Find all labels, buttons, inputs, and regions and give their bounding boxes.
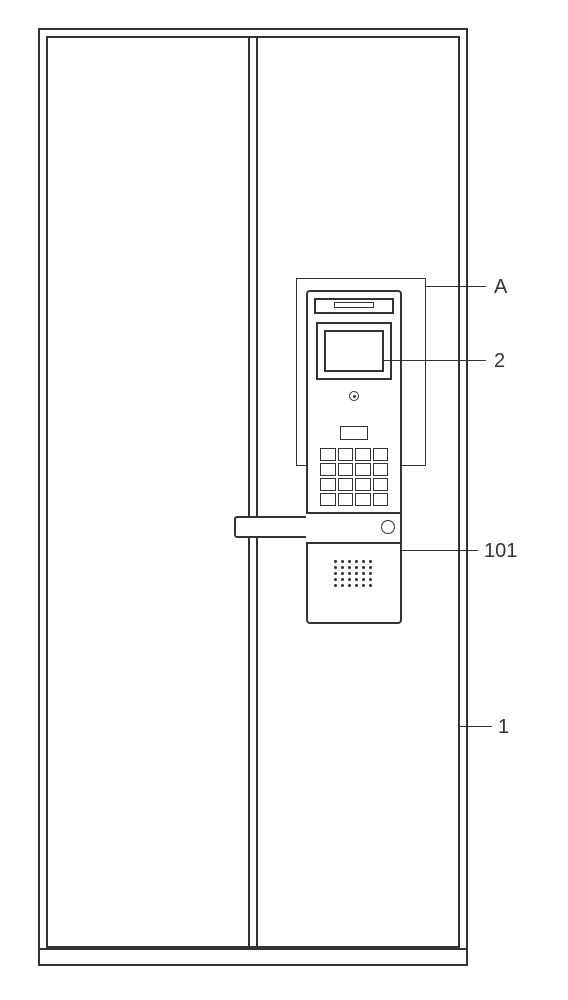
speaker-dot <box>362 566 365 569</box>
lock-display <box>340 426 368 440</box>
key <box>338 478 354 491</box>
lock-top-slot-inner <box>334 302 374 308</box>
speaker-dot <box>369 572 372 575</box>
label-1: 1 <box>498 716 509 739</box>
speaker-dot <box>341 578 344 581</box>
key <box>338 448 354 461</box>
key <box>338 463 354 476</box>
lock-screw-top-dot <box>353 395 356 398</box>
speaker-dot <box>341 584 344 587</box>
key <box>320 463 336 476</box>
speaker-dot <box>369 578 372 581</box>
speaker-dot <box>348 566 351 569</box>
lead-line-2 <box>384 360 486 361</box>
lead-line-1 <box>460 726 492 727</box>
speaker-dot <box>362 584 365 587</box>
label-a: A <box>494 276 507 299</box>
speaker-dot <box>341 572 344 575</box>
diagram-canvas: A 2 101 1 <box>0 0 568 1000</box>
key <box>355 448 371 461</box>
speaker-dot <box>348 560 351 563</box>
key <box>373 478 389 491</box>
speaker-dot <box>334 584 337 587</box>
key <box>320 493 336 506</box>
key <box>355 478 371 491</box>
lock-camera-inner <box>324 330 384 372</box>
key <box>320 448 336 461</box>
speaker-dot <box>355 560 358 563</box>
speaker-dot <box>341 560 344 563</box>
speaker-dot <box>348 578 351 581</box>
speaker-dot <box>362 560 365 563</box>
center-mullion-right <box>256 36 258 948</box>
lead-line-a <box>426 286 486 287</box>
speaker-dot <box>355 578 358 581</box>
lead-line-101 <box>402 550 478 551</box>
speaker-dot <box>355 566 358 569</box>
speaker-dot <box>369 584 372 587</box>
lock-keypad <box>320 448 388 506</box>
speaker-dot <box>362 572 365 575</box>
base-kick <box>38 948 468 966</box>
key <box>355 463 371 476</box>
speaker-dot <box>362 578 365 581</box>
center-mullion-left <box>248 36 250 948</box>
speaker-dot <box>348 572 351 575</box>
speaker-dot <box>334 560 337 563</box>
speaker-dot <box>348 584 351 587</box>
lock-handle-pivot <box>381 520 395 534</box>
label-2: 2 <box>494 350 505 373</box>
lock-speaker <box>334 560 374 588</box>
speaker-dot <box>334 566 337 569</box>
label-101: 101 <box>484 540 517 563</box>
key <box>355 493 371 506</box>
speaker-dot <box>355 572 358 575</box>
speaker-dot <box>341 566 344 569</box>
speaker-dot <box>369 566 372 569</box>
key <box>338 493 354 506</box>
key <box>373 463 389 476</box>
speaker-dot <box>355 584 358 587</box>
speaker-dot <box>334 578 337 581</box>
key <box>320 478 336 491</box>
key <box>373 493 389 506</box>
speaker-dot <box>334 572 337 575</box>
speaker-dot <box>369 560 372 563</box>
key <box>373 448 389 461</box>
